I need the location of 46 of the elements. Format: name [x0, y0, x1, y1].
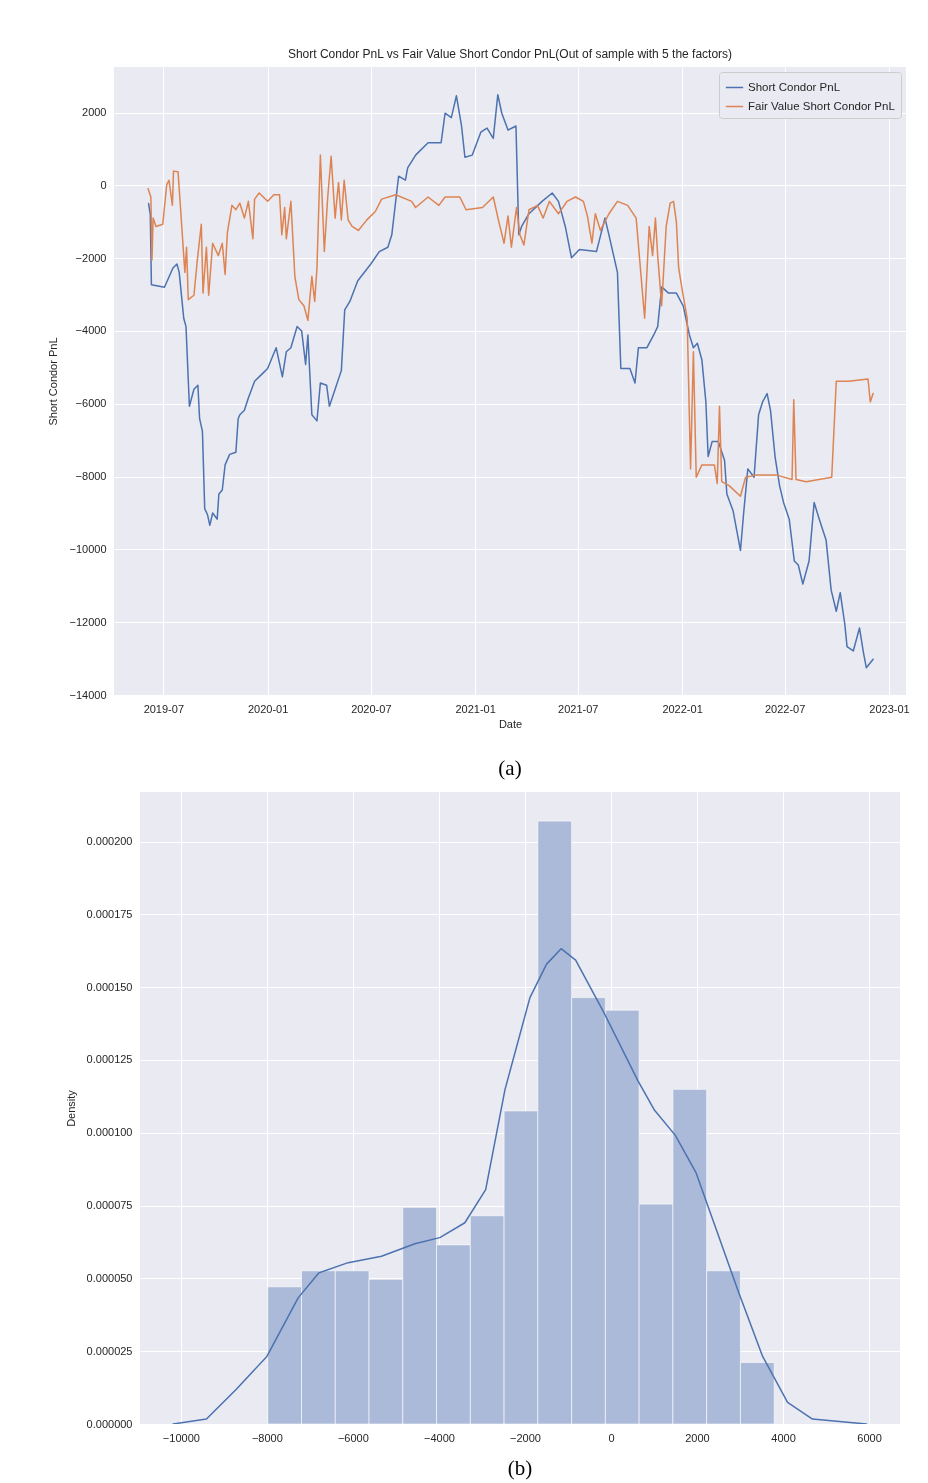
x-tick-label: 2021-07	[558, 702, 599, 715]
text: (a)	[498, 756, 522, 780]
x-tick-label: −4000	[423, 1431, 455, 1444]
x-tick-label: 2021-01	[455, 702, 496, 715]
y-tick-label: −2000	[75, 251, 107, 264]
y-tick-label: 0.000175	[86, 907, 133, 920]
y-tick-label: −4000	[75, 324, 107, 337]
y-tick-label: 0.000150	[86, 980, 133, 993]
y-tick-label: −12000	[69, 615, 107, 628]
chart-title: Short Condor PnL vs Fair Value Short Condor PnL(Out of sample with 5 the factors)	[287, 47, 733, 61]
x-tick-label: 2019-07	[143, 702, 185, 715]
x-tick-label: 2020-01	[247, 702, 289, 715]
legend-label: Fair Value Short Condor PnL	[748, 99, 896, 112]
x-tick-label: 2023-01	[869, 702, 910, 715]
y-tick-label: 2000	[82, 106, 107, 119]
text: (b)	[507, 1456, 533, 1480]
y-tick-label: 0.000025	[86, 1344, 133, 1357]
y-tick-label: −8000	[75, 470, 107, 483]
x-tick-label: 2000	[685, 1431, 710, 1444]
x-tick-label: 0	[608, 1431, 615, 1444]
x-tick-label: −2000	[509, 1431, 541, 1444]
line-series	[147, 154, 874, 497]
x-tick-label: −10000	[162, 1431, 200, 1444]
y-tick-label: 0.000125	[86, 1053, 133, 1066]
y-tick-label: 0	[100, 178, 107, 191]
y-tick-label: −10000	[69, 542, 107, 555]
x-tick-label: 2022-01	[662, 702, 703, 715]
line-series	[147, 93, 874, 669]
x-tick-label: 2020-07	[351, 702, 392, 715]
y-axis-title: Short Condor PnL	[47, 337, 60, 426]
line-series	[172, 947, 868, 1424]
x-tick-label: −6000	[337, 1431, 369, 1444]
y-tick-label: 0.000100	[86, 1126, 133, 1139]
legend-label: Short Condor PnL	[748, 80, 841, 93]
x-tick-label: 4000	[771, 1431, 796, 1444]
y-tick-label: 0.000000	[86, 1417, 133, 1430]
x-tick-label: 6000	[857, 1431, 882, 1444]
y-tick-label: 0.000200	[86, 835, 133, 848]
y-tick-label: 0.000050	[86, 1271, 133, 1284]
y-tick-label: −6000	[75, 397, 107, 410]
y-tick-label: −14000	[69, 688, 107, 701]
x-tick-label: −8000	[251, 1431, 283, 1444]
y-tick-label: 0.000075	[86, 1199, 133, 1212]
x-tick-label: 2022-07	[764, 702, 806, 715]
y-axis-title: Density	[64, 1089, 77, 1127]
x-axis-title: Date	[498, 717, 523, 730]
